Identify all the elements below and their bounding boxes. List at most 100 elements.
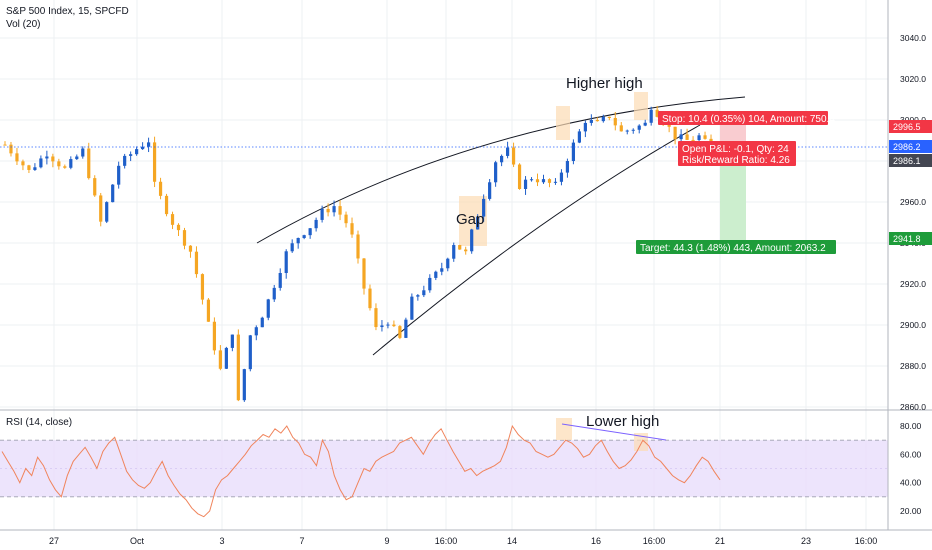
candle bbox=[607, 116, 611, 121]
svg-text:Stop: 10.4 (0.35%) 104, Amount: Stop: 10.4 (0.35%) 104, Amount: 750.4 bbox=[662, 114, 835, 125]
rsi-highlight-2 bbox=[634, 433, 648, 451]
candle bbox=[356, 230, 360, 264]
candle bbox=[224, 346, 228, 370]
candle bbox=[230, 334, 234, 352]
price-tick-label: 3020.0 bbox=[900, 74, 926, 84]
time-axis[interactable]: 27 Oct 3 7 9 16:00 14 16 16:00 21 23 16:00 bbox=[49, 536, 877, 546]
rsi-tick-label: 80.00 bbox=[900, 421, 922, 431]
candle bbox=[99, 192, 103, 227]
candle bbox=[464, 246, 468, 255]
rsi-tick-label: 60.00 bbox=[900, 449, 922, 459]
candle bbox=[673, 126, 677, 145]
candle bbox=[350, 217, 354, 238]
time-tick-label: Oct bbox=[130, 536, 145, 546]
candle bbox=[649, 106, 653, 126]
position-tool[interactable] bbox=[720, 122, 746, 240]
candle bbox=[123, 153, 127, 169]
candle bbox=[87, 142, 91, 180]
candle bbox=[278, 268, 282, 291]
time-tick-label: 16:00 bbox=[855, 536, 878, 546]
rsi-title[interactable]: RSI (14, close) bbox=[6, 417, 72, 428]
candle bbox=[260, 316, 264, 328]
candle bbox=[194, 246, 199, 278]
candle bbox=[547, 178, 552, 188]
candle bbox=[631, 128, 635, 134]
rsi-tick-label: 40.00 bbox=[900, 478, 922, 488]
svg-text:Risk/Reward Ratio: 4.26: Risk/Reward Ratio: 4.26 bbox=[682, 155, 790, 166]
candle bbox=[93, 175, 97, 197]
candle bbox=[105, 201, 109, 224]
volume-label[interactable]: Vol (20) bbox=[6, 19, 40, 30]
candle bbox=[200, 273, 205, 305]
candle bbox=[470, 228, 474, 254]
candle bbox=[63, 164, 67, 169]
candle bbox=[601, 114, 605, 123]
candle bbox=[619, 122, 623, 132]
candle bbox=[362, 257, 366, 295]
candle bbox=[170, 211, 175, 230]
rsi-tick-label: 20.00 bbox=[900, 506, 922, 516]
candle bbox=[410, 293, 414, 320]
candle bbox=[476, 214, 480, 230]
time-tick-label: 27 bbox=[49, 536, 59, 546]
time-tick-label: 7 bbox=[299, 536, 304, 546]
rsi-series bbox=[1, 424, 721, 518]
candle bbox=[146, 137, 151, 153]
candle bbox=[51, 153, 55, 168]
candle bbox=[595, 117, 599, 122]
candle bbox=[380, 320, 384, 332]
symbol-title[interactable]: S&P 500 Index, 15, SPCFD bbox=[6, 6, 129, 17]
high-highlight-2 bbox=[634, 92, 648, 120]
candle bbox=[272, 284, 276, 302]
candle bbox=[398, 325, 402, 340]
candle bbox=[458, 244, 462, 250]
candle bbox=[452, 242, 456, 262]
candle bbox=[625, 129, 629, 135]
candle bbox=[206, 298, 211, 322]
candle bbox=[242, 368, 246, 402]
candle bbox=[505, 141, 510, 159]
candle bbox=[236, 329, 240, 402]
time-tick-label: 16:00 bbox=[435, 536, 458, 546]
candle bbox=[517, 163, 522, 190]
candle bbox=[529, 177, 534, 182]
candle bbox=[129, 151, 133, 162]
candle bbox=[15, 147, 19, 166]
candle bbox=[284, 249, 288, 279]
candle bbox=[344, 211, 348, 228]
candle bbox=[589, 114, 593, 126]
candle bbox=[111, 184, 115, 203]
candle bbox=[416, 294, 420, 301]
wedge-lower-line bbox=[372, 124, 701, 356]
candle bbox=[440, 262, 444, 276]
price-tick-label: 2900.0 bbox=[900, 320, 926, 330]
candle bbox=[27, 164, 31, 174]
candle bbox=[613, 111, 617, 131]
stop-price-tag: 2996.5 bbox=[889, 120, 932, 133]
svg-text:Open P&L: -0.1, Qty: 24: Open P&L: -0.1, Qty: 24 bbox=[682, 144, 789, 155]
time-tick-label: 21 bbox=[715, 536, 725, 546]
candle bbox=[254, 325, 258, 341]
time-tick-label: 14 bbox=[507, 536, 517, 546]
candle bbox=[57, 158, 61, 170]
price-tick-label: 2860.0 bbox=[900, 402, 926, 412]
candle bbox=[158, 177, 163, 200]
candle bbox=[541, 174, 546, 184]
candle bbox=[488, 178, 492, 201]
candle bbox=[182, 227, 187, 250]
target-label: Target: 44.3 (1.48%) 443, Amount: 2063.2 bbox=[636, 240, 836, 254]
candle bbox=[326, 203, 330, 217]
price-tick-label: 2880.0 bbox=[900, 361, 926, 371]
candle bbox=[176, 223, 181, 237]
candle bbox=[332, 200, 336, 217]
candle bbox=[482, 194, 486, 222]
candle bbox=[320, 205, 324, 223]
pnl-label: Open P&L: -0.1, Qty: 24 Risk/Reward Rati… bbox=[678, 141, 796, 166]
candle bbox=[446, 257, 450, 272]
candle bbox=[434, 270, 438, 281]
rsi-axis[interactable]: 80.00 60.00 40.00 20.00 bbox=[900, 421, 922, 516]
rising-wedge bbox=[256, 96, 746, 356]
time-tick-label: 9 bbox=[384, 536, 389, 546]
candle bbox=[703, 131, 707, 140]
candle bbox=[141, 142, 145, 150]
